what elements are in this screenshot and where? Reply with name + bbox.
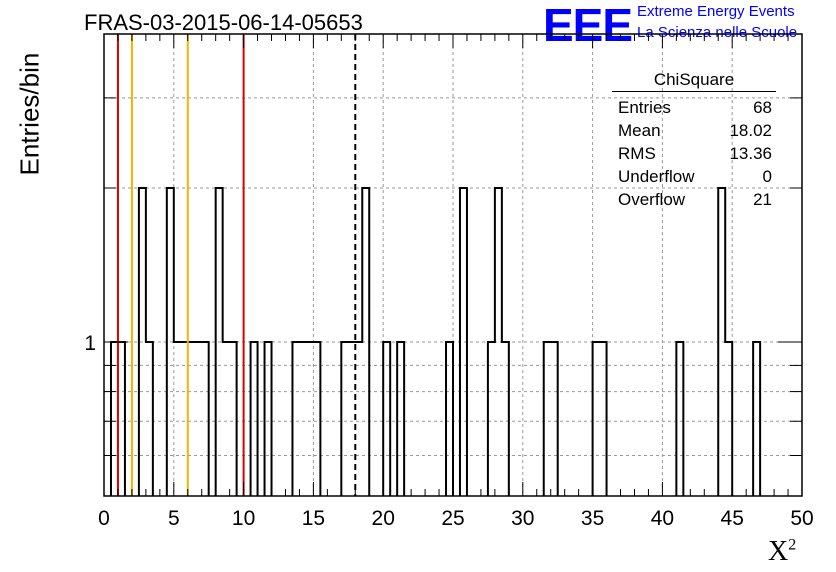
stats-row-underflow: Underflow 0: [610, 165, 778, 188]
x-tick-label: 25: [441, 507, 464, 530]
stats-row-mean: Mean 18.02: [610, 119, 778, 142]
x-tick-label: 40: [651, 507, 674, 530]
histogram-bin: [174, 342, 209, 496]
x-tick-label: 0: [98, 507, 110, 530]
logo-subtitle-line2: La Scienza nelle Scuole: [637, 24, 798, 41]
stats-value: 0: [762, 167, 772, 186]
x-tick-label: 10: [232, 507, 255, 530]
stats-value: 68: [753, 98, 772, 117]
x-axis-label-base: X: [768, 536, 789, 567]
x-tick-label: 35: [581, 507, 604, 530]
stats-row-overflow: Overflow 21: [610, 188, 778, 211]
x-tick-label: 15: [302, 507, 325, 530]
x-axis-label: X2: [768, 536, 796, 568]
histogram-title: FRAS-03-2015-06-14-05653: [84, 10, 363, 35]
stats-row-entries: Entries 68: [610, 96, 778, 119]
stats-row-rms: RMS 13.36: [610, 142, 778, 165]
stats-label: RMS: [618, 144, 656, 163]
stats-label: Overflow: [618, 190, 686, 209]
stats-label: Mean: [618, 121, 661, 140]
stats-value: 18.02: [729, 121, 772, 140]
logo-subtitle-line1: Extreme Energy Events: [637, 3, 795, 20]
x-tick-label: 5: [168, 507, 180, 530]
stats-label: Entries: [618, 98, 671, 117]
x-tick-label: 50: [790, 507, 813, 530]
x-tick-label: 45: [721, 507, 744, 530]
eee-logo: EEE: [543, 0, 633, 51]
y-tick-label: 1: [84, 332, 96, 355]
stats-label: Underflow: [618, 167, 695, 186]
stats-value: 21: [753, 190, 772, 209]
stats-title: ChiSquare: [612, 68, 776, 92]
x-tick-label: 20: [372, 507, 395, 530]
x-tick-label: 30: [511, 507, 534, 530]
stats-box: ChiSquare Entries 68 Mean 18.02 RMS 13.36 U…: [610, 68, 778, 211]
stats-value: 13.36: [729, 144, 772, 163]
x-axis-label-superscript: 2: [788, 536, 797, 554]
